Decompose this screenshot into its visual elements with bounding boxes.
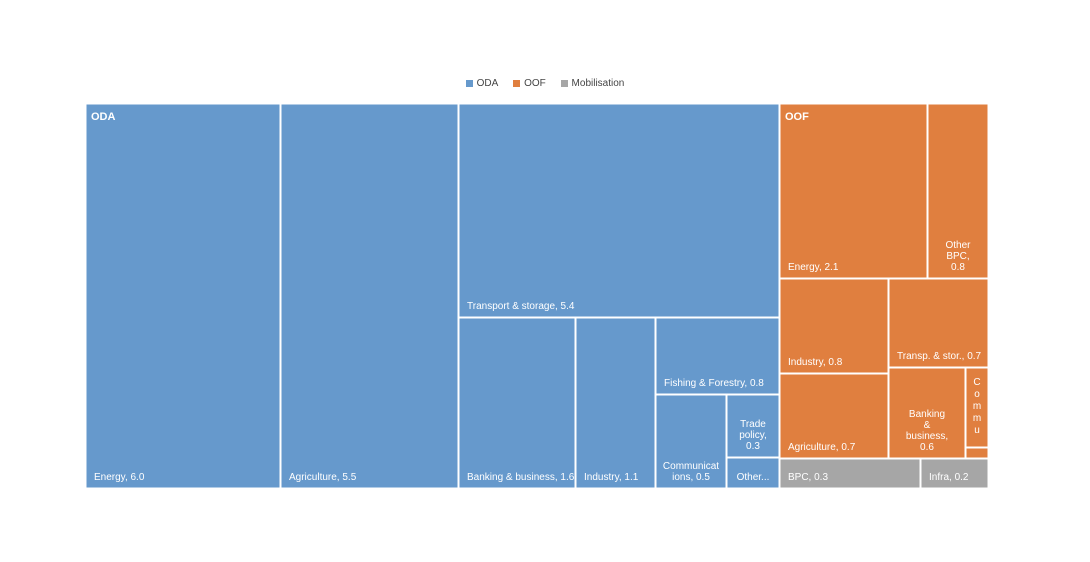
treemap-cell-oof-energy-2-1: [779, 103, 928, 279]
treemap-cell-oda-other: [726, 457, 780, 489]
legend-item-mobilisation: Mobilisation: [560, 78, 625, 89]
treemap-label-mobilisation-infra-0-2: Infra, 0.2: [929, 472, 969, 483]
treemap-cell-oof-banking-business-0-6: [888, 367, 966, 459]
treemap-cell-oda-agriculture-5-5: [280, 103, 459, 489]
treemap-cell-oda-banking-business-1-6: [458, 317, 576, 489]
treemap-cell-oof-commu: [965, 367, 989, 448]
treemap-cell-oof-cell-7: [965, 447, 989, 459]
treemap-label-oda-communicat-ions-0-5: Communicat ions, 0.5: [663, 461, 719, 483]
treemap-group-header-oof: OOF: [785, 111, 809, 123]
treemap-label-oda-fishing-forestry-0-8: Fishing & Forestry, 0.8: [664, 378, 764, 389]
treemap-cell-oda-industry-1-1: [575, 317, 656, 489]
treemap-label-oof-transp-stor-0-7: Transp. & stor., 0.7: [897, 351, 982, 362]
chart-legend: ODA OOF Mobilisation: [0, 78, 1090, 90]
treemap-cell-oda-trade-policy-0-3: [726, 394, 780, 458]
treemap-cell-mobilisation-infra-0-2: [920, 458, 989, 489]
treemap-label-oof-energy-2-1: Energy, 2.1: [788, 262, 839, 273]
legend-label-mobilisation: Mobilisation: [571, 78, 625, 89]
treemap-cell-oda-communicat-ions-0-5: [655, 394, 727, 489]
treemap-cell-oof-other-bpc-0-8: [927, 103, 989, 279]
treemap-label-oda-banking-business-1-6: Banking & business, 1.6: [467, 472, 575, 483]
treemap-label-oda-agriculture-5-5: Agriculture, 5.5: [289, 472, 357, 483]
legend-label-oof: OOF: [524, 78, 546, 89]
legend-swatch-mobilisation: [560, 80, 568, 87]
treemap-label-oda-other: Other...: [737, 472, 770, 483]
treemap-cell-oof-industry-0-8: [779, 278, 889, 374]
treemap-label-oda-transport-storage-5-4: Transport & storage, 5.4: [467, 301, 575, 312]
treemap-group-header-oda: ODA: [91, 111, 116, 123]
treemap-label-oda-energy-6-0: Energy, 6.0: [94, 472, 145, 483]
legend-item-oof: OOF: [513, 78, 546, 89]
treemap-cell-oda-transport-storage-5-4: [458, 103, 780, 318]
legend-swatch-oda: [465, 80, 473, 87]
treemap-label-oof-industry-0-8: Industry, 0.8: [788, 357, 843, 368]
treemap-cell-oda-energy-6-0: [85, 103, 281, 489]
treemap-label-oda-trade-policy-0-3: Trade policy, 0.3: [739, 419, 767, 452]
legend-item-oda: ODA: [465, 78, 499, 89]
legend-label-oda: ODA: [476, 78, 499, 89]
treemap-cell-oof-agriculture-0-7: [779, 373, 889, 459]
treemap-label-oof-other-bpc-0-8: Other BPC, 0.8: [945, 240, 971, 273]
treemap-cell-oof-transp-stor-0-7: [888, 278, 989, 368]
treemap-label-oof-banking-business-0-6: Banking & business, 0.6: [906, 409, 948, 453]
treemap-label-mobilisation-bpc-0-3: BPC, 0.3: [788, 472, 828, 483]
treemap-cell-mobilisation-bpc-0-3: [779, 458, 921, 489]
treemap-label-oda-industry-1-1: Industry, 1.1: [584, 472, 639, 483]
treemap-label-oof-agriculture-0-7: Agriculture, 0.7: [788, 442, 856, 453]
legend-swatch-oof: [513, 80, 521, 87]
treemap-cell-oda-fishing-forestry-0-8: [655, 317, 780, 395]
